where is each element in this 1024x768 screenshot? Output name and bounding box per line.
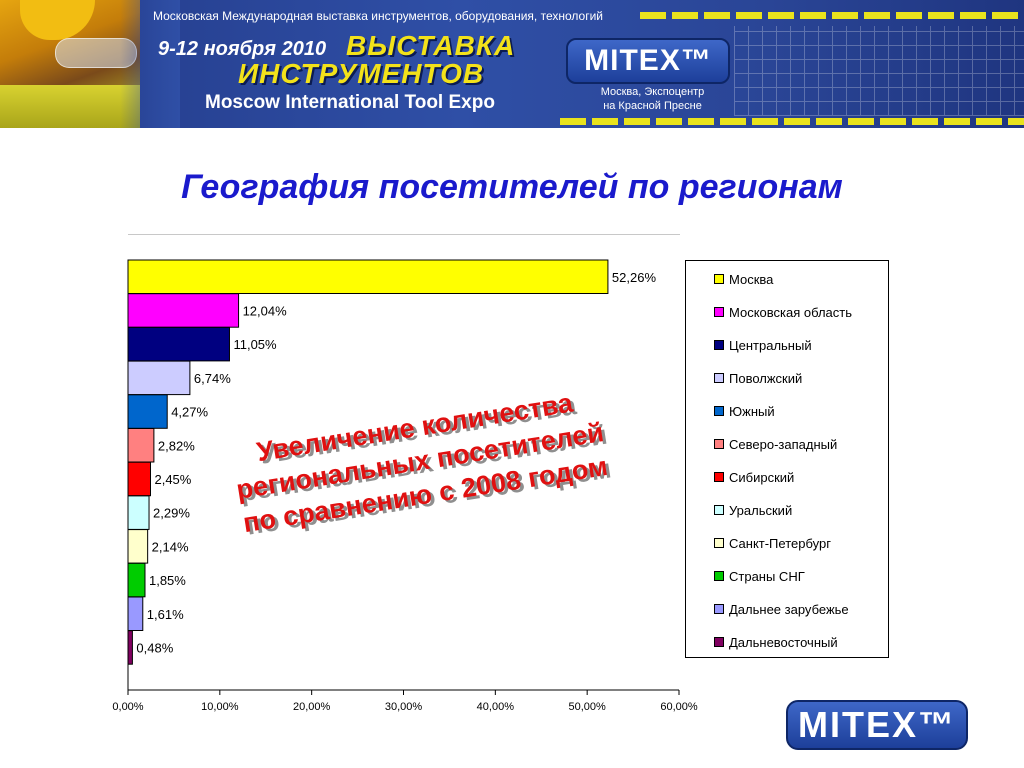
- bar-11: [127, 596, 144, 631]
- bar-1: [127, 259, 609, 294]
- bar-value-label: 11,05%: [233, 337, 277, 352]
- legend-swatch: [714, 604, 724, 614]
- x-tick-label: 0,00%: [112, 701, 143, 713]
- legend-swatch: [714, 637, 724, 647]
- banner-expo-title-english: Moscow International Tool Expo: [205, 92, 495, 113]
- legend-swatch: [714, 373, 724, 383]
- x-tick-label: 50,00%: [569, 701, 607, 713]
- bar-7: [127, 461, 151, 497]
- legend-swatch: [714, 538, 724, 548]
- legend-item: Дальневосточный: [714, 632, 838, 652]
- legend-item: Московская область: [714, 302, 852, 322]
- legend-swatch: [714, 505, 724, 515]
- legend-label: Сибирский: [729, 469, 795, 485]
- worker-image: [0, 0, 140, 128]
- x-tick-label: 30,00%: [385, 701, 423, 713]
- legend-swatch: [714, 340, 724, 350]
- bar-value-label: 6,74%: [194, 371, 231, 386]
- legend-label: Дальневосточный: [729, 634, 838, 650]
- bar-value-label: 2,45%: [154, 472, 191, 487]
- bar-value-label: 1,85%: [149, 573, 186, 588]
- legend-label: Поволжский: [729, 370, 803, 386]
- legend-item: Южный: [714, 401, 775, 421]
- bar-9: [127, 529, 149, 564]
- bar-5: [127, 394, 168, 429]
- bar-2: [127, 293, 240, 328]
- legend-swatch: [714, 307, 724, 317]
- banner-expo-title-line2: ИНСТРУМЕНТОВ: [238, 58, 485, 89]
- bar-8: [127, 495, 150, 530]
- banner-grid-pattern: [734, 26, 1024, 116]
- bar-12: [127, 630, 133, 665]
- legend-item: Уральский: [714, 500, 792, 520]
- bar-4: [127, 360, 191, 396]
- legend-item: Поволжский: [714, 368, 802, 388]
- banner-fade: [120, 0, 180, 128]
- header-banner: Московская Международная выставка инстру…: [0, 0, 1024, 128]
- legend-swatch: [714, 406, 724, 416]
- banner-expo-title-line1: ВЫСТАВКА: [346, 30, 516, 61]
- legend-swatch: [714, 439, 724, 449]
- legend-label: Центральный: [729, 337, 812, 353]
- legend-item: Центральный: [714, 335, 812, 355]
- banner-subtitle: Московская Международная выставка инстру…: [153, 9, 603, 23]
- bar-value-label: 4,27%: [171, 405, 208, 420]
- bar-value-label: 12,04%: [243, 303, 288, 318]
- bars-group: 52,26% 12,04% 11,05% 6,74% 4,27% 2,82% 2,45% 2,…: [127, 259, 657, 665]
- bar-value-label: 2,14%: [152, 539, 189, 554]
- legend-item: Сибирский: [714, 467, 794, 487]
- x-tick-label: 60,00%: [660, 701, 698, 713]
- bar-value-label: 0,48%: [136, 640, 173, 655]
- x-tick-label: 20,00%: [293, 701, 331, 713]
- banner-dates: 9-12 ноября 2010: [158, 38, 327, 60]
- legend-swatch: [714, 571, 724, 581]
- banner-venue-line1: Москва, Экспоцентр: [600, 86, 705, 98]
- legend-swatch: [714, 274, 724, 284]
- bar-value-label: 2,29%: [153, 506, 190, 521]
- bar-value-label: 52,26%: [612, 270, 657, 285]
- legend-label: Южный: [729, 403, 775, 419]
- x-tick-label: 40,00%: [477, 701, 515, 713]
- legend-label: Санкт-Петербург: [729, 535, 831, 551]
- footer-mitex-logo: MITEX™: [786, 700, 968, 750]
- bar-value-label: 1,61%: [147, 607, 184, 622]
- bar-6: [127, 428, 155, 463]
- page-title: География посетителей по регионам: [181, 168, 843, 206]
- legend-item: Санкт-Петербург: [714, 533, 831, 553]
- legend-swatch: [714, 472, 724, 482]
- legend-label: Страны СНГ: [729, 568, 805, 584]
- legend-item: Страны СНГ: [714, 566, 805, 586]
- legend-label: Московская область: [729, 304, 853, 320]
- legend-label: Уральский: [729, 502, 793, 518]
- x-tick-label: 10,00%: [201, 701, 239, 713]
- legend-item: Москва: [714, 269, 773, 289]
- bar-10: [127, 562, 146, 598]
- banner-venue-line2: на Красной Пресне: [603, 100, 702, 112]
- legend-label: Дальнее зарубежье: [729, 601, 849, 617]
- x-axis: 0,00% 10,00% 20,00% 30,00% 40,00% 50,00% 60,00…: [112, 260, 698, 713]
- legend-item: Дальнее зарубежье: [714, 599, 849, 619]
- mitex-logo: MITEX™: [566, 38, 730, 84]
- chart-legend: Москва Московская область Центральный Повол…: [685, 260, 889, 658]
- banner-stripe-bottom: [560, 118, 1024, 125]
- bar-3: [127, 326, 230, 362]
- bar-value-label: 2,82%: [158, 438, 195, 453]
- legend-label: Москва: [729, 271, 774, 287]
- legend-label: Северо-западный: [729, 436, 838, 452]
- title-divider: [128, 234, 680, 235]
- legend-item: Северо-западный: [714, 434, 837, 454]
- banner-stripe-top: [640, 12, 1024, 19]
